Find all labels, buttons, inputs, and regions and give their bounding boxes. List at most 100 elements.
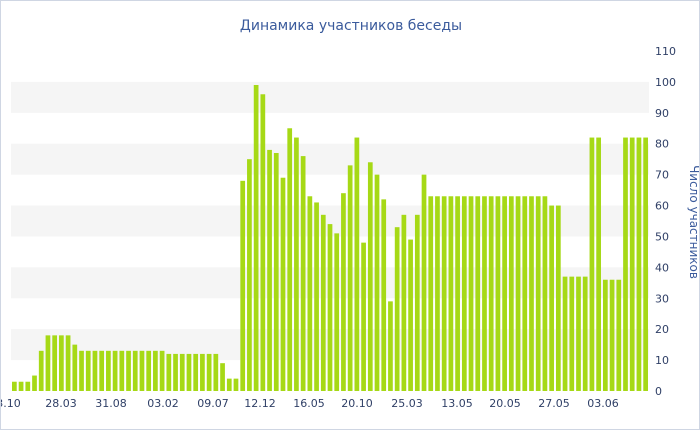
bar[interactable] <box>428 196 434 391</box>
bar[interactable] <box>300 156 306 391</box>
bar[interactable] <box>508 196 514 391</box>
bar[interactable] <box>92 350 98 391</box>
bar[interactable] <box>421 174 427 391</box>
bar[interactable] <box>226 378 232 391</box>
bar[interactable] <box>596 137 601 391</box>
bar[interactable] <box>643 137 648 391</box>
bar[interactable] <box>629 137 635 391</box>
bar[interactable] <box>495 196 501 391</box>
bar[interactable] <box>334 233 340 391</box>
bar[interactable] <box>247 159 252 391</box>
x-tick-label: 25.03 <box>391 397 423 410</box>
bar[interactable] <box>623 137 628 391</box>
bar[interactable] <box>394 227 400 391</box>
bar[interactable] <box>381 199 387 391</box>
bar[interactable] <box>448 196 454 391</box>
bar[interactable] <box>314 202 319 391</box>
bar[interactable] <box>562 276 568 391</box>
bar[interactable] <box>609 279 615 391</box>
bar[interactable] <box>582 276 588 391</box>
bar[interactable] <box>461 196 467 391</box>
bar[interactable] <box>85 350 91 391</box>
bar[interactable] <box>280 177 286 391</box>
x-tick-label: 03.02 <box>147 397 179 410</box>
bar[interactable] <box>414 214 420 391</box>
bar[interactable] <box>193 353 199 391</box>
bar[interactable] <box>347 165 353 391</box>
bar[interactable] <box>146 350 152 391</box>
bar[interactable] <box>119 350 125 391</box>
bar[interactable] <box>253 85 259 391</box>
bar[interactable] <box>589 137 595 391</box>
bar[interactable] <box>535 196 541 391</box>
bar[interactable] <box>294 137 299 391</box>
bar[interactable] <box>475 196 481 391</box>
bar[interactable] <box>59 335 64 391</box>
bar[interactable] <box>529 196 534 391</box>
bar[interactable] <box>213 353 219 391</box>
bar[interactable] <box>374 174 380 391</box>
bar[interactable] <box>179 353 185 391</box>
bar[interactable] <box>401 214 407 391</box>
bar[interactable] <box>200 353 205 391</box>
bar[interactable] <box>72 344 78 391</box>
bar[interactable] <box>287 128 293 391</box>
bar[interactable] <box>361 242 366 391</box>
bar[interactable] <box>602 279 608 391</box>
bar[interactable] <box>273 153 279 391</box>
bar[interactable] <box>126 350 131 391</box>
bar[interactable] <box>549 205 554 391</box>
bar[interactable] <box>173 353 178 391</box>
bar[interactable] <box>106 350 111 391</box>
bar[interactable] <box>354 137 360 391</box>
bar[interactable] <box>408 239 413 391</box>
bar[interactable] <box>139 350 145 391</box>
bar[interactable] <box>555 205 561 391</box>
bar[interactable] <box>206 353 212 391</box>
bar[interactable] <box>52 335 58 391</box>
bar[interactable] <box>38 350 44 391</box>
bar[interactable] <box>616 279 622 391</box>
bar[interactable] <box>220 363 225 391</box>
bar[interactable] <box>99 350 105 391</box>
bar[interactable] <box>240 180 246 391</box>
bar[interactable] <box>320 214 326 391</box>
bar[interactable] <box>576 276 581 391</box>
bar[interactable] <box>233 378 239 391</box>
bar[interactable] <box>25 381 31 391</box>
bar[interactable] <box>522 196 528 391</box>
bar[interactable] <box>327 224 333 391</box>
bar[interactable] <box>112 350 118 391</box>
bar[interactable] <box>441 196 447 391</box>
bar[interactable] <box>502 196 507 391</box>
bar[interactable] <box>267 149 272 391</box>
bar[interactable] <box>307 196 313 391</box>
bar[interactable] <box>569 276 575 391</box>
bar[interactable] <box>65 335 71 391</box>
bar[interactable] <box>132 350 138 391</box>
bar[interactable] <box>515 196 521 391</box>
bar[interactable] <box>159 350 165 391</box>
bar[interactable] <box>388 301 393 391</box>
bar[interactable] <box>482 196 487 391</box>
bar[interactable] <box>166 353 172 391</box>
bar[interactable] <box>468 196 474 391</box>
bar[interactable] <box>488 196 494 391</box>
bar[interactable] <box>79 350 84 391</box>
bar[interactable] <box>186 353 192 391</box>
y-tick-label: 0 <box>655 385 662 398</box>
bar[interactable] <box>45 335 51 391</box>
bar[interactable] <box>435 196 440 391</box>
bar[interactable] <box>32 375 37 391</box>
bar[interactable] <box>12 381 17 391</box>
bar[interactable] <box>153 350 158 391</box>
bar[interactable] <box>341 193 346 391</box>
bar[interactable] <box>367 162 373 391</box>
bar[interactable] <box>18 381 24 391</box>
bar[interactable] <box>455 196 460 391</box>
bar[interactable] <box>542 196 548 391</box>
bar[interactable] <box>636 137 642 391</box>
bar[interactable] <box>260 94 266 392</box>
y-tick-label: 100 <box>655 76 676 89</box>
x-tick-label: 03.06 <box>587 397 619 410</box>
